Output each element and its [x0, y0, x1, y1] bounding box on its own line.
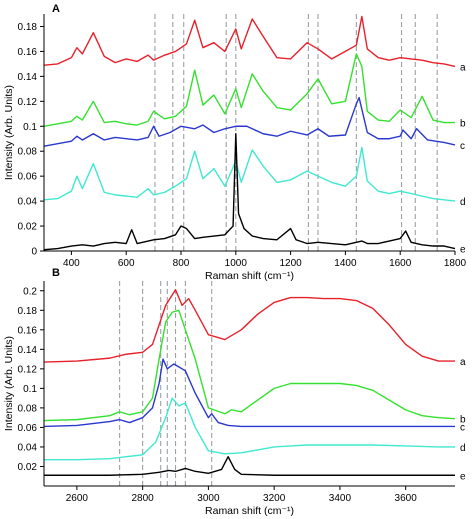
x-axis-title: Raman shift (cm⁻¹) [205, 505, 294, 517]
series-label-a: a [460, 357, 466, 368]
x-tick-label: 1800 [444, 258, 467, 269]
x-tick-label: 1200 [279, 258, 302, 269]
series-label-c: c [460, 422, 465, 433]
panel-A: a bc d e 400 600 800 1000 1200 1400 1600 1800 0 0.02 0… [3, 3, 467, 282]
x-tick-label: 1000 [225, 258, 248, 269]
series-line-c [43, 96, 456, 147]
series-label-d: d [460, 443, 466, 454]
series-label-d: d [460, 197, 466, 208]
y-tick-label: 0.1 [23, 122, 37, 133]
series-label-e: e [460, 471, 466, 482]
y-tick-label: 0.2 [23, 286, 37, 297]
y-axis-title: Intensity (Arb. Units) [3, 336, 15, 431]
y-tick-label: 0.04 [18, 442, 38, 453]
y-axis-title: Intensity (Arb. Units) [3, 85, 15, 180]
series-label-e: e [460, 245, 466, 256]
y-tick-label: 0.18 [18, 22, 38, 33]
y-tick-label: 0 [31, 247, 37, 258]
series-line-a [43, 289, 455, 363]
x-tick-label: 3200 [263, 493, 286, 504]
series-line-c [43, 358, 455, 428]
y-tick-label: 0.02 [18, 462, 38, 473]
panel-letter: B [52, 267, 60, 279]
series-line-d [43, 146, 456, 202]
panel-B: a bcd e 2600 2800 3000 3200 3400 3600 0.02 0.04 0.0… [3, 267, 466, 517]
x-tick-label: 600 [118, 258, 135, 269]
series-line-d [44, 397, 455, 461]
x-tick-label: 3600 [395, 493, 418, 504]
y-tick-label: 0.12 [18, 97, 38, 108]
x-tick-label: 400 [63, 258, 80, 269]
series-label-b: b [460, 415, 466, 426]
x-tick-label: 800 [173, 258, 190, 269]
series-line-b [43, 309, 456, 422]
x-tick-label: 1600 [389, 258, 412, 269]
x-tick-label: 3000 [197, 493, 220, 504]
series-line-e [43, 133, 456, 251]
y-tick-label: 0.1 [23, 384, 37, 395]
y-tick-label: 0.04 [18, 197, 38, 208]
y-tick-label: 0.14 [18, 345, 38, 356]
y-tick-label: 0.06 [18, 172, 38, 183]
series-label-a: a [460, 62, 466, 73]
series-line-a [43, 15, 456, 68]
y-tick-label: 0.02 [18, 222, 38, 233]
y-tick-label: 0.12 [18, 364, 38, 375]
y-tick-label: 0.06 [18, 423, 38, 434]
y-tick-label: 0.18 [18, 306, 38, 317]
x-tick-label: 3400 [329, 493, 352, 504]
x-axis-title: Raman shift (cm⁻¹) [205, 270, 294, 282]
series-line-b [43, 53, 455, 127]
y-tick-label: 0.16 [18, 47, 38, 58]
panel-letter: A [52, 3, 60, 15]
x-tick-label: 2600 [66, 493, 89, 504]
x-tick-label: 1400 [334, 258, 357, 269]
y-tick-label: 0.08 [18, 147, 38, 158]
series-line-e [44, 456, 455, 476]
y-tick-label: 0.14 [18, 72, 38, 83]
series-label-c: c [460, 141, 465, 152]
x-tick-label: 2800 [132, 493, 155, 504]
series-label-b: b [460, 119, 466, 130]
y-tick-label: 0.16 [18, 325, 38, 336]
y-tick-label: 0.08 [18, 403, 38, 414]
